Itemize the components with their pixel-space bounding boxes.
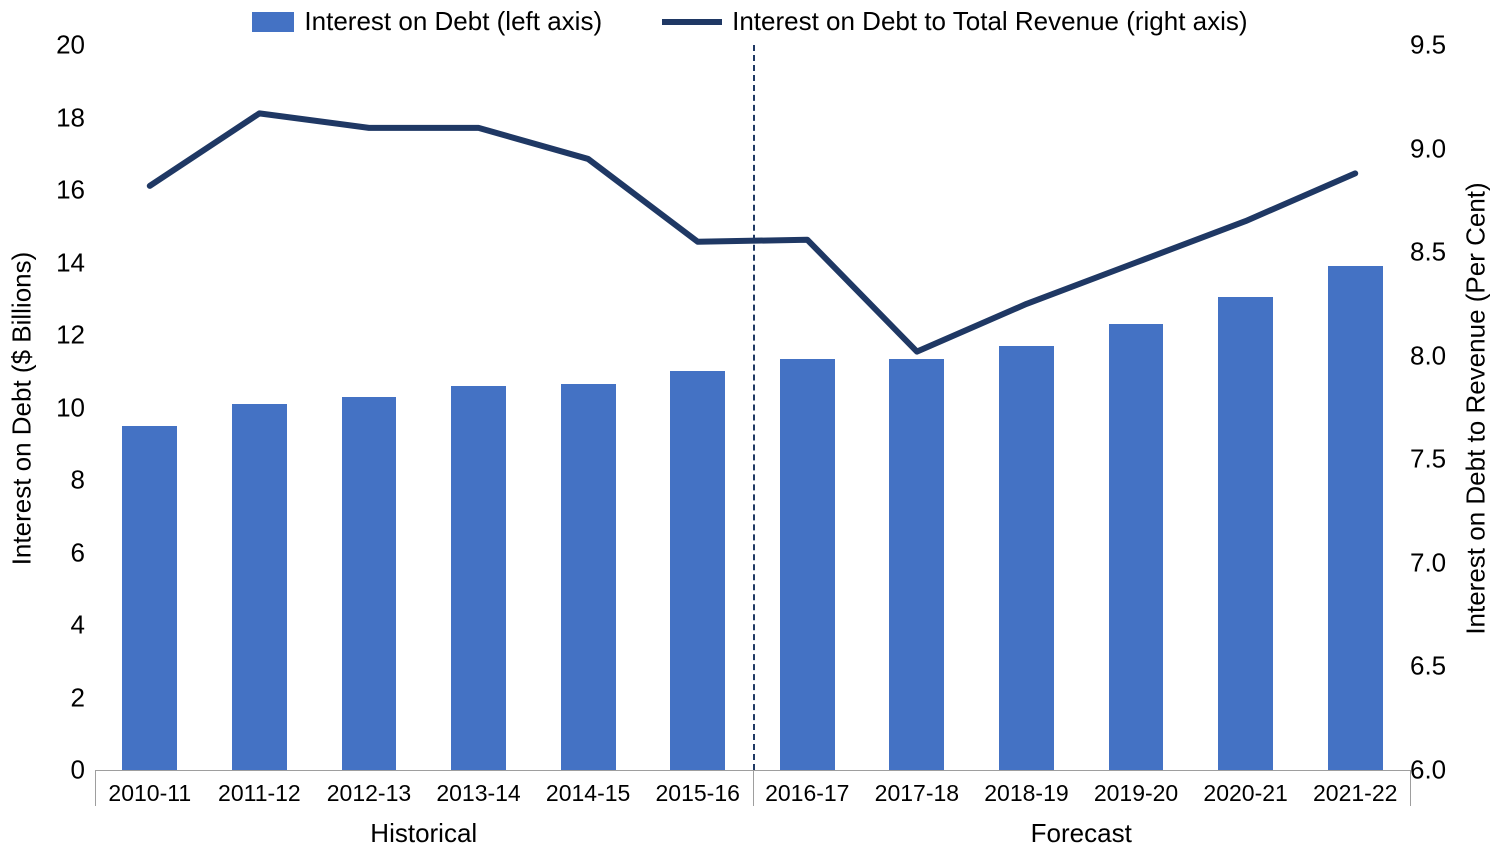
y-right-tick: 9.5	[1410, 30, 1470, 61]
bar	[232, 404, 287, 770]
y-right-tick: 9.0	[1410, 133, 1470, 164]
y-left-tick: 20	[25, 30, 85, 61]
x-tick-label: 2021-22	[1313, 780, 1397, 807]
x-group-label: Forecast	[1031, 818, 1132, 849]
bar	[1218, 297, 1273, 770]
y-left-tick: 10	[25, 392, 85, 423]
y-right-tick: 8.5	[1410, 237, 1470, 268]
y-right-tick: 8.0	[1410, 340, 1470, 371]
y-left-tick: 18	[25, 102, 85, 133]
x-tick-label: 2016-17	[765, 780, 849, 807]
legend-item-line: Interest on Debt to Total Revenue (right…	[662, 6, 1247, 37]
y-left-tick: 2	[25, 682, 85, 713]
bar	[999, 346, 1054, 770]
legend-swatch-line	[662, 19, 722, 25]
y-right-tick: 7.0	[1410, 547, 1470, 578]
legend-label-bars: Interest on Debt (left axis)	[304, 6, 602, 37]
legend-swatch-bar	[252, 12, 294, 32]
bar	[670, 371, 725, 770]
x-tick-label: 2017-18	[875, 780, 959, 807]
x-group-label: Historical	[370, 818, 477, 849]
x-tick-label: 2018-19	[984, 780, 1068, 807]
y-left-tick: 14	[25, 247, 85, 278]
bar	[1328, 266, 1383, 770]
bar	[122, 426, 177, 770]
bar	[889, 359, 944, 770]
y-left-tick: 0	[25, 755, 85, 786]
bar	[780, 359, 835, 770]
x-tick-label: 2011-12	[218, 780, 301, 807]
chart-container: Interest on Debt (left axis) Interest on…	[0, 0, 1500, 861]
y-left-tick: 6	[25, 537, 85, 568]
plot-area	[95, 45, 1410, 771]
x-baseline-separator	[95, 770, 96, 806]
x-baseline-separator	[1410, 770, 1411, 806]
y-left-tick: 12	[25, 320, 85, 351]
x-tick-label: 2014-15	[546, 780, 630, 807]
x-tick-label: 2013-14	[436, 780, 520, 807]
x-tick-label: 2012-13	[327, 780, 411, 807]
bar	[561, 384, 616, 770]
legend-item-bars: Interest on Debt (left axis)	[252, 6, 602, 37]
y-left-tick: 8	[25, 465, 85, 496]
x-tick-label: 2019-20	[1094, 780, 1178, 807]
legend: Interest on Debt (left axis) Interest on…	[0, 6, 1500, 37]
legend-label-line: Interest on Debt to Total Revenue (right…	[732, 6, 1247, 37]
bar	[342, 397, 397, 770]
x-tick-label: 2010-11	[108, 780, 191, 807]
x-baseline-separator	[753, 770, 754, 806]
y-right-tick: 7.5	[1410, 444, 1470, 475]
bar	[451, 386, 506, 770]
historical-forecast-divider	[753, 45, 755, 770]
bar	[1109, 324, 1164, 770]
x-tick-label: 2020-21	[1203, 780, 1287, 807]
y-right-tick: 6.0	[1410, 755, 1470, 786]
y-left-tick: 4	[25, 610, 85, 641]
x-tick-label: 2015-16	[655, 780, 739, 807]
y-left-tick: 16	[25, 175, 85, 206]
y-right-tick: 6.5	[1410, 651, 1470, 682]
